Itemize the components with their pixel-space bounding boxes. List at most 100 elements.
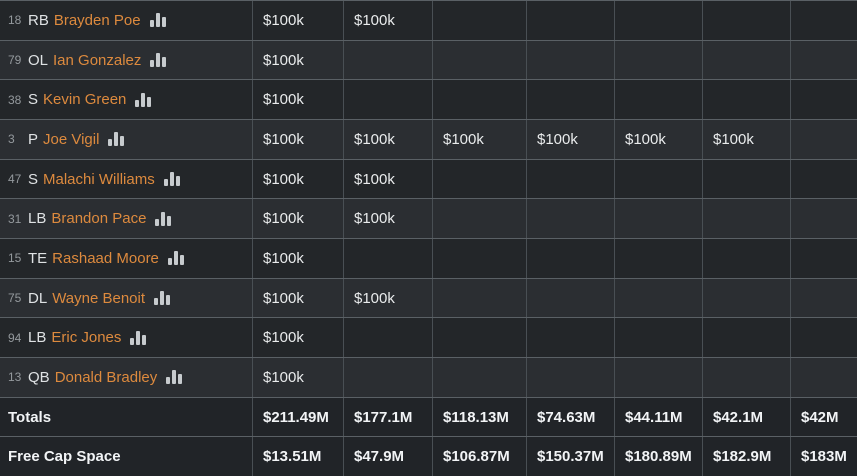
summary-value-cell: $42M bbox=[801, 408, 839, 426]
summary-value-cell: $180.89M bbox=[615, 437, 703, 476]
player-row[interactable]: 47 S Malachi Williams $100k $100k bbox=[0, 158, 857, 199]
player-name[interactable]: Kevin Green bbox=[43, 91, 127, 109]
jersey-number: 79 bbox=[8, 53, 22, 67]
player-cell[interactable]: 79 OL Ian Gonzalez bbox=[0, 40, 253, 80]
jersey-number: 75 bbox=[8, 291, 22, 306]
player-row[interactable]: 3 P Joe Vigil $100k $100k $100k $100k $100k $100… bbox=[0, 119, 857, 159]
salary-cell bbox=[791, 120, 857, 159]
player-name[interactable]: Joe Vigil bbox=[43, 130, 100, 148]
player-cell[interactable]: 75 DL Wayne Benoit bbox=[0, 278, 253, 318]
salary-cell: $100k bbox=[253, 278, 344, 318]
salary-cell bbox=[433, 239, 527, 278]
player-cell[interactable]: 38 S Kevin Green bbox=[0, 80, 253, 120]
bar-chart-icon[interactable] bbox=[163, 172, 180, 187]
player-cell[interactable]: 13 QB Donald Bradley bbox=[0, 358, 253, 397]
player-cell[interactable]: 15 TE Rashaad Moore bbox=[0, 239, 253, 278]
salary-cell bbox=[791, 1, 857, 40]
salary-cell bbox=[344, 80, 433, 120]
player-position: QB bbox=[28, 368, 50, 386]
chart-bar bbox=[114, 132, 119, 147]
chart-bar bbox=[155, 13, 160, 28]
player-row[interactable]: 79 OL Ian Gonzalez $100k bbox=[0, 39, 857, 80]
player-cell[interactable]: 3 P Joe Vigil bbox=[0, 120, 253, 159]
chart-bar bbox=[166, 377, 171, 385]
salary-cell bbox=[703, 278, 791, 318]
player-name[interactable]: Wayne Benoit bbox=[52, 289, 146, 307]
salary-cell bbox=[433, 40, 527, 80]
bar-chart-icon[interactable] bbox=[155, 211, 172, 226]
bar-chart-icon[interactable] bbox=[154, 291, 171, 306]
salary-cell bbox=[433, 80, 527, 120]
player-name[interactable]: Donald Bradley bbox=[54, 368, 158, 386]
player-position: S bbox=[28, 91, 39, 109]
jersey-number: 47 bbox=[8, 172, 22, 187]
chart-bar bbox=[155, 218, 160, 226]
summary-value-cell: $106.87M bbox=[433, 437, 527, 476]
player-cell[interactable]: 18 RB Brayden Poe bbox=[0, 1, 253, 40]
bar-chart-icon[interactable] bbox=[167, 251, 184, 266]
player-name[interactable]: Eric Jones bbox=[51, 329, 122, 347]
salary-cell bbox=[703, 199, 791, 239]
player-position: DL bbox=[28, 289, 48, 307]
salary-cell bbox=[703, 239, 791, 278]
salary-cell: $100k bbox=[253, 318, 344, 358]
player-name[interactable]: Brayden Poe bbox=[53, 11, 141, 29]
salary-cell bbox=[433, 278, 527, 318]
chart-bar bbox=[160, 291, 165, 306]
salary-cell: $100k bbox=[527, 120, 615, 159]
chart-bar bbox=[179, 255, 184, 266]
player-position: OL bbox=[28, 51, 49, 69]
salary-cell bbox=[703, 358, 791, 397]
player-name[interactable]: Malachi Williams bbox=[43, 170, 155, 188]
summary-value-cell: $183M bbox=[801, 448, 847, 466]
player-name[interactable]: Ian Gonzalez bbox=[53, 51, 142, 69]
bar-chart-icon[interactable] bbox=[135, 92, 152, 107]
chart-bar bbox=[175, 176, 180, 187]
bar-chart-icon[interactable] bbox=[150, 53, 167, 67]
chart-bar bbox=[141, 92, 146, 107]
player-row[interactable]: 13 QB Donald Bradley $100k bbox=[0, 357, 857, 397]
player-row[interactable]: 75 DL Wayne Benoit $100k $100k bbox=[0, 277, 857, 318]
bar-chart-icon[interactable] bbox=[130, 330, 147, 345]
salary-cell bbox=[433, 358, 527, 397]
salary-cell: $100k bbox=[253, 1, 344, 40]
salary-cell bbox=[615, 358, 703, 397]
bar-chart-icon[interactable] bbox=[166, 370, 183, 385]
salary-cell bbox=[791, 41, 857, 80]
summary-value-cell: $118.13M bbox=[433, 397, 527, 437]
salary-cell bbox=[615, 40, 703, 80]
salary-cell: $100k bbox=[253, 199, 344, 239]
player-row[interactable]: 18 RB Brayden Poe $100k $100k bbox=[0, 0, 857, 40]
salary-cell bbox=[791, 80, 857, 119]
player-position: LB bbox=[28, 210, 47, 228]
salary-cell bbox=[615, 239, 703, 278]
summary-value-cell: $42.1M bbox=[703, 397, 791, 437]
salary-cell bbox=[433, 1, 527, 40]
salary-cell bbox=[791, 239, 857, 278]
summary-value-cell: $150.37M bbox=[527, 437, 615, 476]
salary-cell: $100k bbox=[615, 120, 703, 159]
player-row[interactable]: 94 LB Eric Jones $100k bbox=[0, 317, 857, 358]
player-row[interactable]: 15 TE Rashaad Moore $100k bbox=[0, 238, 857, 278]
summary-row: Free Cap Space $13.51M $47.9M $106.87M $150.… bbox=[0, 436, 857, 476]
salary-cell bbox=[527, 358, 615, 397]
chart-bar bbox=[130, 337, 135, 345]
player-name[interactable]: Brandon Pace bbox=[51, 210, 147, 228]
player-row[interactable]: 38 S Kevin Green $100k bbox=[0, 79, 857, 120]
player-cell[interactable]: 47 S Malachi Williams bbox=[0, 159, 253, 199]
chart-bar bbox=[142, 334, 147, 345]
player-cell[interactable]: 94 LB Eric Jones bbox=[0, 318, 253, 358]
salary-cell bbox=[703, 159, 791, 199]
salary-cell bbox=[344, 358, 433, 397]
bar-chart-icon[interactable] bbox=[108, 132, 125, 147]
jersey-number: 31 bbox=[8, 211, 22, 226]
chart-bar bbox=[150, 60, 155, 67]
salary-cell bbox=[615, 318, 703, 358]
bar-chart-icon[interactable] bbox=[149, 13, 166, 28]
player-cell[interactable]: 31 LB Brandon Pace bbox=[0, 199, 253, 239]
salary-cell bbox=[615, 80, 703, 120]
salary-cell: $100k bbox=[344, 199, 433, 239]
summary-value-cell: $44.11M bbox=[615, 397, 703, 437]
player-name[interactable]: Rashaad Moore bbox=[52, 249, 159, 267]
player-row[interactable]: 31 LB Brandon Pace $100k $100k bbox=[0, 198, 857, 239]
